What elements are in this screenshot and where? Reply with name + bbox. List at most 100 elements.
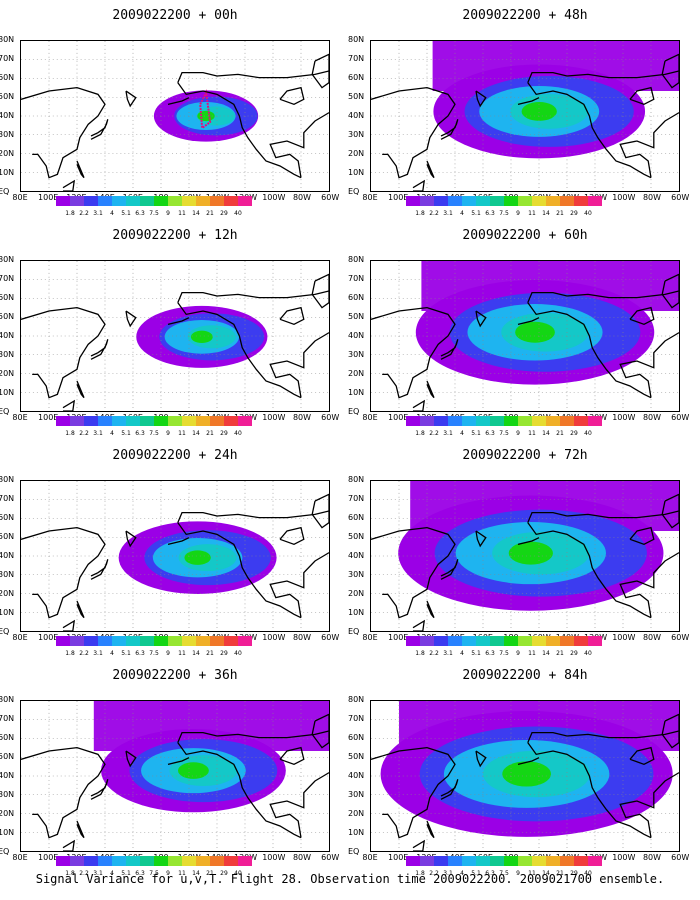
colorbar-swatch — [574, 416, 588, 426]
map-area — [370, 260, 680, 412]
colorbar-label: 4 — [460, 430, 464, 437]
latitude-label: 50N — [348, 92, 365, 101]
colorbar-label: 5.1 — [121, 430, 131, 437]
latitude-label: 10N — [0, 388, 15, 397]
forecast-panel: 2009022200 + 36h 80N 70N 60N 50N 40N 30N 20N 10N… — [0, 660, 350, 882]
colorbar-label: 1.8 — [65, 650, 75, 657]
colorbar-label: 9 — [516, 430, 520, 437]
colorbar-label: 4 — [460, 210, 464, 217]
colorbar-label: 1.8 — [65, 430, 75, 437]
coastline — [125, 90, 137, 108]
latitude-label: 80N — [348, 695, 365, 704]
latitude-label: 30N — [0, 350, 15, 359]
coastline — [426, 160, 435, 179]
coastline — [426, 380, 435, 399]
colorbar-swatch — [210, 196, 224, 206]
colorbar-label: 2.2 — [429, 650, 439, 657]
latitude-label: 50N — [0, 92, 15, 101]
colorbar-swatch — [70, 196, 84, 206]
colorbar-swatch — [168, 636, 182, 646]
coastline — [371, 747, 456, 839]
latitude-label: 10N — [348, 388, 365, 397]
colorbar-swatch — [98, 416, 112, 426]
colorbar-swatch — [154, 416, 168, 426]
coastline — [125, 750, 137, 768]
colorbar-swatch — [546, 856, 560, 866]
colorbar-swatch — [140, 636, 154, 646]
latitude-label: 70N — [0, 54, 15, 63]
colorbar-label: 29 — [220, 430, 228, 437]
colorbar-swatch — [560, 856, 574, 866]
colorbar-label: 14 — [542, 430, 550, 437]
coastline — [527, 510, 679, 523]
colorbar-swatch — [574, 856, 588, 866]
forecast-panel: 2009022200 + 60h 80N 70N 60N 50N 40N 30N 20N 10N… — [348, 220, 700, 442]
coastline — [661, 53, 679, 89]
coastline — [177, 70, 329, 83]
colorbar-swatch — [84, 636, 98, 646]
latitude-label: 10N — [348, 168, 365, 177]
coastline — [475, 530, 487, 548]
coastline — [21, 747, 106, 839]
longitude-label: 80E — [362, 853, 378, 862]
latitude-label: 10N — [348, 828, 365, 837]
latitude-label: 20N — [0, 589, 15, 598]
latitude-label: 20N — [0, 369, 15, 378]
forecast-panel: 2009022200 + 24h 80N 70N 60N 50N 40N 30N 20N 10N… — [0, 440, 350, 662]
colorbar — [56, 856, 252, 866]
coastline — [527, 82, 652, 179]
colorbar-swatch — [112, 416, 126, 426]
coastline — [619, 552, 679, 618]
coastline — [311, 53, 329, 89]
colorbar-label: 11 — [528, 650, 536, 657]
panel-title: 2009022200 + 12h — [112, 228, 238, 243]
longitude-label: 100E — [388, 853, 409, 862]
colorbar-swatch — [448, 416, 462, 426]
colorbar-swatch — [560, 636, 574, 646]
forecast-panel: 2009022200 + 72h 80N 70N 60N 50N 40N 30N 20N 10N… — [348, 440, 700, 662]
colorbar-swatch — [546, 636, 560, 646]
colorbar-label: 6.3 — [135, 650, 145, 657]
latitude-label: 30N — [0, 790, 15, 799]
latitude-label: 70N — [348, 274, 365, 283]
variance-contour — [515, 321, 555, 343]
panel-title: 2009022200 + 84h — [462, 668, 588, 683]
colorbar-label: 21 — [206, 430, 214, 437]
latitude-label: EQ — [348, 847, 360, 856]
colorbar-swatch — [224, 856, 238, 866]
coastline — [629, 526, 655, 546]
colorbar-label: 29 — [570, 650, 578, 657]
colorbar-label: 14 — [542, 870, 550, 877]
coastline — [177, 510, 329, 523]
latitude-label: 30N — [348, 790, 365, 799]
colorbar-swatch — [56, 856, 70, 866]
colorbar-label: 1.8 — [415, 870, 425, 877]
coastline — [76, 160, 85, 179]
latitude-label: 80N — [0, 695, 15, 704]
latitude-label: 50N — [348, 312, 365, 321]
colorbar-label: 9 — [516, 210, 520, 217]
colorbar-label: 6.3 — [485, 650, 495, 657]
colorbar-label: 5.1 — [471, 870, 481, 877]
colorbar-swatch — [126, 416, 140, 426]
colorbar-swatch — [476, 416, 490, 426]
longitude-label: 60W — [321, 413, 340, 422]
coastline — [661, 273, 679, 309]
latitude-label: 70N — [348, 714, 365, 723]
colorbar-swatch — [238, 416, 252, 426]
colorbar-label: 6.3 — [485, 210, 495, 217]
colorbar-label: 14 — [542, 210, 550, 217]
colorbar-label: 29 — [570, 870, 578, 877]
coastline — [619, 772, 679, 838]
colorbar-label: 4 — [110, 210, 114, 217]
colorbar-label: 29 — [220, 210, 228, 217]
latitude-label: 40N — [348, 551, 365, 560]
coastline — [90, 559, 109, 580]
forecast-panel: 2009022200 + 12h 80N 70N 60N 50N 40N 30N 20N 10N… — [0, 220, 350, 442]
coastline — [475, 90, 487, 108]
colorbar-labels: 1.8 2.2 3.1 4 5.1 6.3 7.5 9 11 14 21 29 40 — [56, 650, 322, 660]
colorbar-label: 7.5 — [149, 650, 159, 657]
colorbar-swatch — [140, 856, 154, 866]
colorbar-label: 1.8 — [415, 650, 425, 657]
longitude-label: 100W — [612, 193, 636, 202]
